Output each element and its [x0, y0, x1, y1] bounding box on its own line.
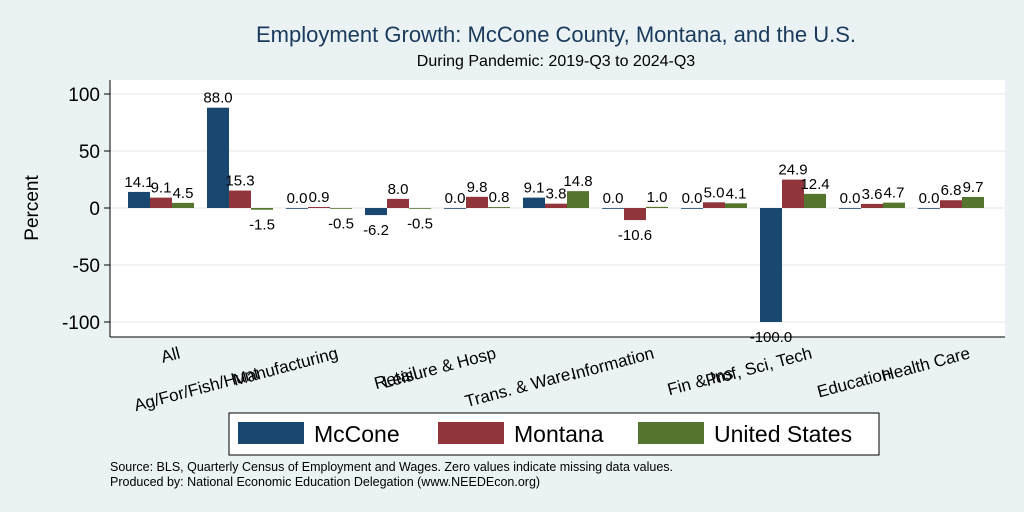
bar-montana [308, 206, 330, 208]
y-axis-label: Percent [22, 175, 43, 241]
data-label: 14.1 [124, 174, 153, 191]
data-label: 4.5 [173, 185, 194, 202]
data-label: 0.0 [919, 190, 940, 207]
data-label: 1.0 [647, 189, 668, 206]
legend-swatch [438, 422, 504, 444]
data-label: 0.0 [603, 190, 624, 207]
bar-montana [861, 203, 883, 208]
data-label: -6.2 [363, 222, 389, 239]
bar-mccone [286, 208, 308, 209]
data-label: 6.8 [941, 182, 962, 199]
bar-united-states [962, 196, 984, 208]
bar-mccone [681, 208, 703, 209]
bar-montana [624, 208, 646, 221]
bar-montana [150, 197, 172, 208]
data-label: 14.8 [563, 173, 592, 190]
data-label: 0.0 [287, 190, 308, 207]
bar-united-states [172, 202, 194, 208]
bar-mccone [602, 208, 624, 209]
data-label: -0.5 [407, 216, 433, 233]
data-label: 4.7 [884, 185, 905, 202]
legend-label: Montana [514, 421, 604, 447]
data-label: 0.0 [840, 190, 861, 207]
bar-montana [466, 196, 488, 208]
bar-mccone [444, 208, 466, 209]
bar-montana [229, 190, 251, 208]
bar-mccone [918, 208, 940, 209]
produced-by-note: Produced by: National Economic Education… [110, 475, 541, 489]
data-label: 24.9 [778, 162, 807, 179]
x-tick-label: Health Care [879, 344, 972, 386]
bar-mccone [365, 208, 387, 216]
bar-mccone [128, 191, 150, 208]
x-tick-label: Prof, Sci, Tech [704, 344, 814, 391]
bar-united-states [251, 208, 273, 210]
data-label: 0.0 [682, 190, 703, 207]
bar-united-states [488, 207, 510, 208]
y-tick-label: -100 [62, 313, 100, 334]
data-label: 3.8 [546, 186, 567, 203]
bar-montana [703, 202, 725, 208]
chart-title: Employment Growth: McCone County, Montan… [256, 22, 856, 47]
y-tick-label: 0 [89, 199, 100, 220]
x-tick-label: Manufacturing [231, 344, 340, 390]
legend-swatch [238, 422, 304, 444]
y-tick-label: -50 [73, 256, 100, 277]
data-label: 15.3 [225, 173, 254, 190]
chart-subtitle: During Pandemic: 2019-Q3 to 2024-Q3 [417, 53, 695, 70]
data-label: 9.1 [524, 180, 545, 197]
bar-montana [782, 179, 804, 208]
data-label: 12.4 [800, 176, 829, 193]
bar-united-states [409, 208, 431, 209]
source-note: Source: BLS, Quarterly Census of Employm… [110, 460, 674, 474]
bar-montana [940, 200, 962, 208]
x-tick-label: Information [569, 344, 656, 384]
bar-mccone [207, 107, 229, 208]
legend-label: United States [714, 421, 852, 447]
data-label: 3.6 [862, 186, 883, 203]
bar-mccone [839, 208, 861, 209]
bar-montana [387, 198, 409, 208]
data-label: 0.9 [309, 189, 330, 206]
bar-united-states [804, 193, 826, 208]
data-label: -1.5 [249, 217, 275, 234]
bar-mccone [523, 197, 545, 208]
bar-united-states [883, 202, 905, 208]
data-label: 5.0 [704, 184, 725, 201]
data-label: 0.8 [489, 189, 510, 206]
legend: McCone Montana United States [228, 412, 880, 456]
y-tick-label: 100 [68, 85, 100, 106]
x-tick-label: All [159, 344, 182, 367]
data-label: -0.5 [328, 216, 354, 233]
bar-united-states [725, 203, 747, 208]
data-label: 0.0 [445, 190, 466, 207]
data-label: 9.1 [151, 180, 172, 197]
data-label: 9.7 [963, 179, 984, 196]
legend-swatch [638, 422, 704, 444]
bar-united-states [646, 206, 668, 208]
data-label: 8.0 [388, 181, 409, 198]
y-tick-label: 50 [79, 142, 100, 163]
bar-montana [545, 203, 567, 208]
bar-united-states [567, 191, 589, 208]
data-label: -10.6 [618, 227, 652, 244]
bar-united-states [330, 208, 352, 209]
legend-box [228, 412, 880, 456]
data-label: 9.8 [467, 179, 488, 196]
bar-mccone [760, 208, 782, 322]
data-label: 4.1 [726, 185, 747, 202]
data-label: 88.0 [203, 90, 232, 107]
x-tick-label: Trans. & Ware. [463, 364, 577, 412]
legend-label: McCone [314, 421, 400, 447]
